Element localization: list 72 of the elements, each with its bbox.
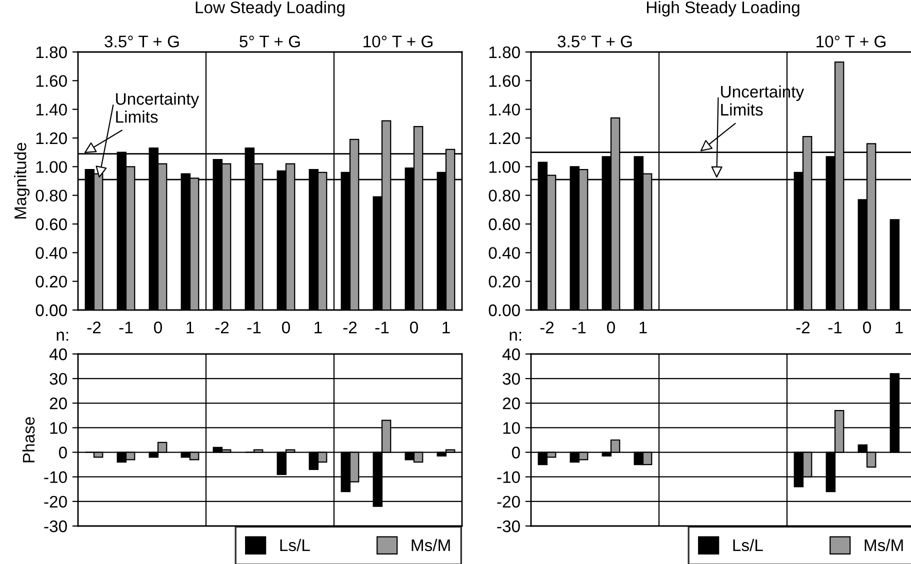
y-tick-label: 0.40 <box>488 247 520 259</box>
y-tick-label: -10 <box>44 471 67 484</box>
y-tick-label: 0.60 <box>36 218 67 230</box>
legend-label: Ls/L <box>280 538 310 552</box>
y-tick-label: 40 <box>502 348 520 360</box>
x-tick-label: 0 <box>282 322 290 334</box>
y-tick-label: -10 <box>497 471 520 484</box>
text: 5° T + G <box>240 36 300 48</box>
x-tick-label: -2 <box>343 322 357 334</box>
y-tick-label: 0.20 <box>488 276 520 288</box>
y-tick-label: 0.60 <box>488 218 520 230</box>
y-tick-label: 0.20 <box>36 276 67 288</box>
y-tick-label: 10 <box>503 422 520 434</box>
y-tick-label: 1.20 <box>36 132 67 144</box>
y-tick-label: 0 <box>58 446 67 458</box>
y-tick-label: 30 <box>50 372 67 385</box>
y-tick-label: 1.40 <box>489 104 520 116</box>
y-tick-label: 1.20 <box>489 132 520 144</box>
y-tick-label: 40 <box>49 348 67 360</box>
y-tick-label: 1.80 <box>489 46 520 58</box>
x-tick-label: 0 <box>154 322 162 334</box>
y-tick-label: 0.80 <box>488 190 520 202</box>
x-axis-title: n: <box>56 332 68 341</box>
y-tick-label: 0.80 <box>36 190 67 202</box>
x-tick-label: -2 <box>215 322 229 334</box>
legend-label: Ms/M <box>412 538 450 552</box>
y-axis-title: Phase <box>22 417 35 462</box>
x-tick-label: 0 <box>863 322 871 334</box>
x-tick-label: 1 <box>442 322 450 334</box>
x-tick-label: 0 <box>410 322 418 334</box>
text: 3.5° T + G <box>558 36 632 48</box>
y-tick-label: 1.80 <box>36 46 67 58</box>
x-tick-label: -2 <box>540 322 554 334</box>
x-tick-label: -1 <box>828 322 842 334</box>
x-axis-title: n: <box>510 332 522 341</box>
y-tick-label: -20 <box>497 496 520 508</box>
text: 10° T + G <box>816 36 886 48</box>
y-tick-label: 20 <box>50 398 67 410</box>
y-tick-label: 0.00 <box>488 304 520 316</box>
y-tick-label: 0.00 <box>36 304 67 316</box>
y-tick-label: 0 <box>512 446 520 458</box>
x-tick-label: 0 <box>607 322 615 334</box>
x-tick-label: -2 <box>87 322 101 334</box>
x-tick-label: 1 <box>896 322 903 334</box>
y-tick-label: -30 <box>497 520 520 532</box>
x-tick-label: -1 <box>119 322 133 334</box>
y-tick-label: 1.60 <box>489 75 520 87</box>
x-tick-label: 1 <box>314 322 322 334</box>
annotation: Uncertainty Limits <box>116 92 200 123</box>
y-tick-label: 20 <box>502 398 520 410</box>
x-tick-label: -1 <box>247 322 261 334</box>
y-tick-label: 1.00 <box>489 161 520 173</box>
y-tick-label: 0.40 <box>36 247 67 259</box>
x-tick-label: 1 <box>186 322 194 334</box>
legend-label: Ms/M <box>864 538 903 552</box>
y-tick-label: 1.00 <box>36 161 67 173</box>
text: 3.5° T + G <box>104 36 179 48</box>
y-tick-label: 10 <box>50 422 67 434</box>
chart-title: High Steady Loading <box>647 1 800 17</box>
y-tick-label: -30 <box>44 520 67 532</box>
y-axis-title: Magnitude <box>14 142 30 219</box>
y-tick-label: 1.60 <box>36 75 67 87</box>
x-tick-label: -2 <box>796 322 810 334</box>
x-tick-label: -1 <box>375 322 389 334</box>
chart-title: Low Steady Loading <box>196 1 344 17</box>
legend-label: Ls/L <box>733 538 763 552</box>
y-tick-label: -20 <box>44 496 67 508</box>
text: 10° T + G <box>364 36 432 48</box>
y-tick-label: 1.40 <box>36 104 67 116</box>
x-tick-label: 1 <box>640 322 647 334</box>
y-tick-label: 30 <box>502 372 520 385</box>
x-tick-label: -1 <box>572 322 586 334</box>
